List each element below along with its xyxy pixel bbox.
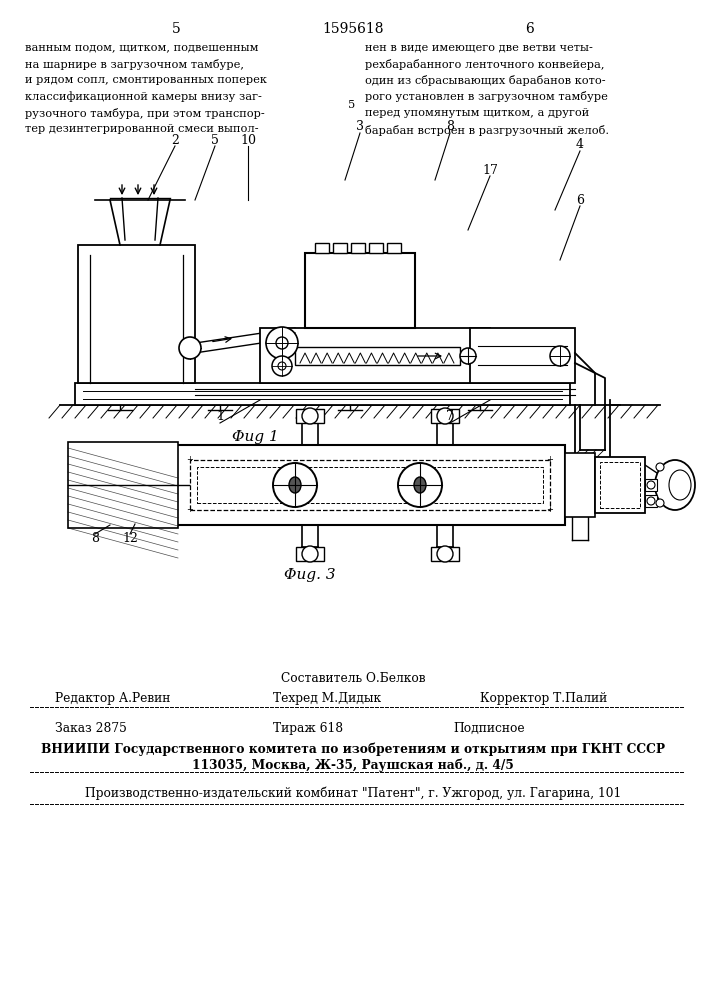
Circle shape xyxy=(179,337,201,359)
Bar xyxy=(431,547,459,561)
Ellipse shape xyxy=(669,470,691,500)
Text: 17: 17 xyxy=(482,163,498,176)
Circle shape xyxy=(273,463,317,507)
Circle shape xyxy=(460,348,476,364)
Bar xyxy=(296,409,324,423)
Bar xyxy=(387,243,401,253)
Text: ванным подом, щитком, подвешенным: ванным подом, щитком, подвешенным xyxy=(25,42,259,52)
Circle shape xyxy=(647,481,655,489)
Text: ВНИИПИ Государственного комитета по изобретениям и открытиям при ГКНТ СССР: ВНИИПИ Государственного комитета по изоб… xyxy=(41,742,665,756)
Text: 113035, Москва, Ж-35, Раушская наб., д. 4/5: 113035, Москва, Ж-35, Раушская наб., д. … xyxy=(192,758,514,772)
Text: Корректор Т.Палий: Корректор Т.Палий xyxy=(480,692,607,705)
Text: и рядом сопл, смонтированных поперек: и рядом сопл, смонтированных поперек xyxy=(25,75,267,85)
Text: Составитель О.Белков: Составитель О.Белков xyxy=(281,672,425,685)
Bar xyxy=(595,457,645,513)
Bar xyxy=(296,547,324,561)
Bar xyxy=(333,243,347,253)
Bar xyxy=(197,467,543,503)
Text: 4: 4 xyxy=(576,138,584,151)
Text: 3: 3 xyxy=(356,120,364,133)
Bar xyxy=(315,243,329,253)
Bar xyxy=(175,445,565,525)
Ellipse shape xyxy=(655,460,695,510)
Text: барабан встроен в разгрузочный желоб.: барабан встроен в разгрузочный желоб. xyxy=(365,124,609,135)
Text: 8: 8 xyxy=(446,120,454,133)
Bar xyxy=(295,347,460,365)
Circle shape xyxy=(276,337,288,349)
Bar xyxy=(565,453,595,517)
Text: 6: 6 xyxy=(525,22,534,36)
Text: 12: 12 xyxy=(122,532,138,544)
Circle shape xyxy=(272,356,292,376)
Text: рого установлен в загрузочном тамбуре: рого установлен в загрузочном тамбуре xyxy=(365,92,608,103)
Circle shape xyxy=(302,408,318,424)
Text: Тираж 618: Тираж 618 xyxy=(273,722,343,735)
Bar xyxy=(75,383,570,405)
Circle shape xyxy=(302,546,318,562)
Bar xyxy=(305,253,415,328)
Circle shape xyxy=(398,463,442,507)
Circle shape xyxy=(647,497,655,505)
Text: нен в виде имеющего две ветви четы-: нен в виде имеющего две ветви четы- xyxy=(365,42,593,52)
Text: 7: 7 xyxy=(446,410,454,424)
Text: 5: 5 xyxy=(211,133,219,146)
Text: Производственно-издательский комбинат "Патент", г. Ужгород, ул. Гагарина, 101: Производственно-издательский комбинат "П… xyxy=(85,787,621,800)
Text: Φug 1: Φug 1 xyxy=(232,430,279,444)
Circle shape xyxy=(278,362,286,370)
Bar xyxy=(369,243,383,253)
Circle shape xyxy=(266,327,298,359)
Text: +: + xyxy=(187,456,194,464)
Circle shape xyxy=(550,346,570,366)
Text: перед упомянутым щитком, а другой: перед упомянутым щитком, а другой xyxy=(365,108,589,118)
Text: рузочного тамбура, при этом транспор-: рузочного тамбура, при этом транспор- xyxy=(25,108,264,119)
Text: Заказ 2875: Заказ 2875 xyxy=(55,722,127,735)
Text: 1: 1 xyxy=(216,410,224,424)
Bar xyxy=(600,462,640,508)
Bar xyxy=(78,245,195,383)
Text: тер дезинтегрированной смеси выпол-: тер дезинтегрированной смеси выпол- xyxy=(25,124,259,134)
Text: +: + xyxy=(547,506,554,514)
Bar xyxy=(431,409,459,423)
Bar xyxy=(351,243,365,253)
Circle shape xyxy=(437,546,453,562)
Ellipse shape xyxy=(289,477,301,493)
Text: +: + xyxy=(187,506,194,514)
Text: Редактор А.Ревин: Редактор А.Ревин xyxy=(55,692,170,705)
Circle shape xyxy=(656,499,664,507)
Text: 8: 8 xyxy=(91,532,99,544)
Bar xyxy=(470,328,575,383)
Text: 1595618: 1595618 xyxy=(322,22,384,36)
Circle shape xyxy=(437,408,453,424)
Circle shape xyxy=(656,463,664,471)
Text: Подписное: Подписное xyxy=(453,722,525,735)
Text: классификационной камеры внизу заг-: классификационной камеры внизу заг- xyxy=(25,92,262,102)
Text: 2: 2 xyxy=(171,133,179,146)
Bar xyxy=(645,495,657,507)
Bar xyxy=(645,479,657,491)
Text: рехбарабанного ленточного конвейера,: рехбарабанного ленточного конвейера, xyxy=(365,58,604,70)
Text: на шарнире в загрузочном тамбуре,: на шарнире в загрузочном тамбуре, xyxy=(25,58,244,70)
Text: Φug. 3: Φug. 3 xyxy=(284,568,336,582)
Ellipse shape xyxy=(414,477,426,493)
Text: +: + xyxy=(547,456,554,464)
Text: 5: 5 xyxy=(172,22,180,36)
Bar xyxy=(68,442,178,528)
Text: 10: 10 xyxy=(240,133,256,146)
Text: один из сбрасывающих барабанов кото-: один из сбрасывающих барабанов кото- xyxy=(365,75,606,86)
Text: Техред М.Дидык: Техред М.Дидык xyxy=(273,692,381,705)
Text: 5: 5 xyxy=(349,100,356,110)
Bar xyxy=(260,328,490,383)
Text: 6: 6 xyxy=(576,194,584,207)
Bar xyxy=(190,460,550,510)
